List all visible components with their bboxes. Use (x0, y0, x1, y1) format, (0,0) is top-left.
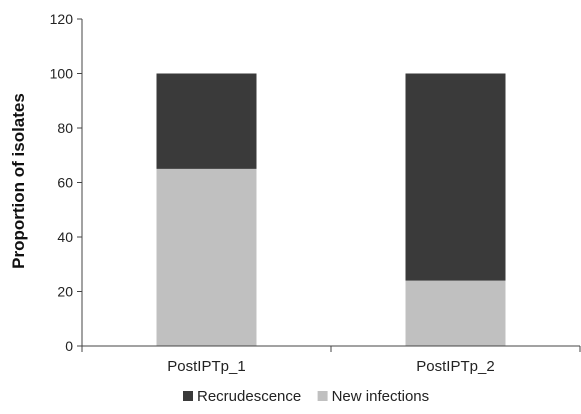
bar-new-infections-postiptp-2 (405, 280, 506, 346)
y-tick-label: 0 (65, 338, 73, 354)
y-axis-label: Proportion of isolates (9, 93, 28, 269)
legend-swatch-recrudescence (183, 391, 193, 401)
bar-recrudescence-postiptp-1 (156, 73, 257, 169)
bars (156, 73, 506, 346)
legend-swatch-new-infections (317, 391, 328, 401)
legend: Recrudescence New infections (183, 388, 429, 405)
y-tick-label: 100 (50, 66, 74, 82)
legend-label-recrudescence: Recrudescence (197, 388, 301, 405)
axes: 0 20 40 60 80 100 120 PostIPTp_1 PostIPTp_2 (50, 11, 581, 375)
y-tick-label: 80 (57, 120, 73, 136)
bar-recrudescence-postiptp-2 (405, 73, 506, 281)
bar-new-infections-postiptp-1 (156, 168, 257, 346)
legend-label-new-infections: New infections (332, 388, 430, 405)
x-tick-label: PostIPTp_1 (167, 358, 245, 375)
y-tick-label: 20 (57, 284, 73, 300)
y-tick-label: 40 (57, 229, 73, 245)
x-tick-label: PostIPTp_2 (416, 358, 494, 375)
y-tick-label: 120 (50, 11, 74, 27)
y-tick-label: 60 (57, 175, 73, 191)
